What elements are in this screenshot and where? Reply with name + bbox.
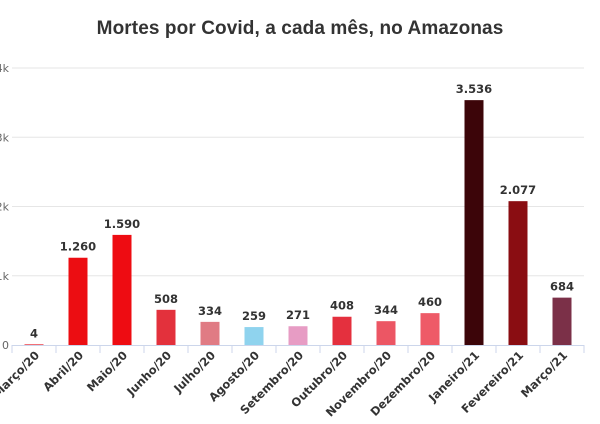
- data-label: 259: [242, 309, 266, 323]
- bar: [376, 321, 396, 345]
- data-label: 408: [330, 299, 354, 313]
- data-label: 1.590: [104, 217, 140, 231]
- data-label: 460: [418, 295, 442, 309]
- bar: [420, 313, 440, 345]
- bar: [24, 344, 44, 345]
- bars: [24, 100, 572, 345]
- data-label: 334: [198, 304, 222, 318]
- y-tick-label: 3k: [0, 131, 10, 144]
- x-category-label: Junho/20: [123, 348, 174, 399]
- y-tick-label: 1k: [0, 270, 10, 283]
- bar: [288, 326, 308, 345]
- data-label: 684: [550, 280, 574, 294]
- y-tick-label: 4k: [0, 62, 10, 75]
- y-axis-ticks: 0 1k 2k 3k 4k: [0, 62, 10, 352]
- data-label: 508: [154, 292, 178, 306]
- data-labels: 4 1.260 1.590 508 334 259 271 408 344 460 3.536 2.0…: [30, 82, 574, 340]
- x-axis-labels: Março/20Abril/20Maio/20Junho/20Julho/20A…: [0, 345, 585, 420]
- data-label: 2.077: [500, 183, 536, 197]
- bar: [200, 321, 220, 345]
- data-label: 344: [374, 303, 398, 317]
- x-category-label: Abril/20: [40, 348, 86, 394]
- x-category-label: Maio/20: [84, 348, 130, 394]
- y-tick-label: 0: [2, 339, 9, 352]
- bar: [332, 316, 352, 345]
- x-category-label: Março/21: [518, 348, 570, 400]
- chart-title: Mortes por Covid, a cada mês, no Amazona…: [96, 18, 504, 39]
- data-label: 4: [30, 326, 38, 340]
- bar: [112, 234, 132, 345]
- data-label: 3.536: [456, 82, 492, 96]
- gridlines: [12, 67, 584, 277]
- data-label: 271: [286, 308, 310, 322]
- bar: [68, 257, 88, 345]
- x-category-label: Março/20: [0, 348, 42, 400]
- data-label: 1.260: [60, 240, 96, 254]
- y-tick-label: 2k: [0, 201, 10, 214]
- bar: [244, 327, 264, 345]
- bar: [464, 100, 484, 345]
- bar: [552, 297, 572, 345]
- bar: [508, 201, 528, 345]
- bar: [156, 309, 176, 345]
